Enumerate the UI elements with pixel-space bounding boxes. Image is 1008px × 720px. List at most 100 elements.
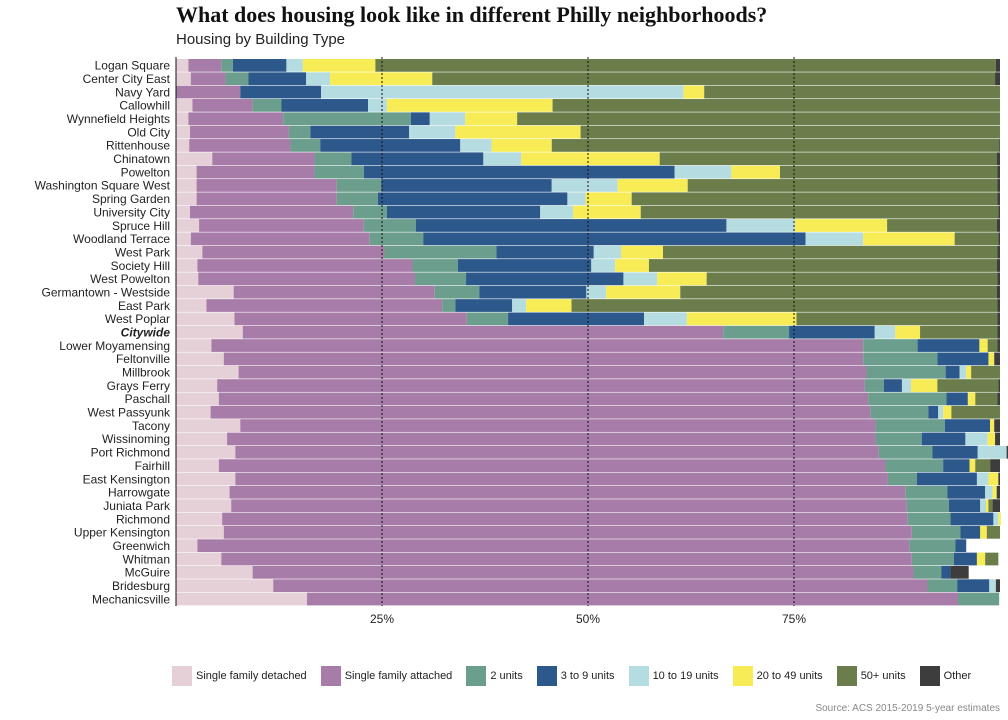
bar-tacony-2-units xyxy=(875,419,945,432)
bar-lower-moyamensing-other xyxy=(997,339,1000,352)
bar-lower-moyamensing-20-to-49-units xyxy=(979,339,988,352)
bar-spruce-hill-other xyxy=(996,219,1000,232)
bar-wynnefield-heights-10-to-19-units xyxy=(429,112,466,126)
bar-west-park-3-to-9-units xyxy=(496,245,594,259)
bar-spruce-hill-single-family-detached xyxy=(176,219,200,232)
bar-society-hill-50-units xyxy=(648,259,997,272)
legend-swatch-50-units xyxy=(836,666,857,686)
bar-chinatown-50-units xyxy=(659,152,997,166)
bar-wynnefield-heights-20-to-49-units xyxy=(465,112,518,126)
bar-germantown-westside-single-family-detached xyxy=(176,285,234,299)
bar-east-park-50-units xyxy=(571,299,998,312)
bar-university-city-20-to-49-units xyxy=(573,205,641,219)
bar-west-poplar-other xyxy=(997,312,1000,326)
bar-millbrook-50-units xyxy=(971,365,1000,379)
bar-logan-square-single-family-detached xyxy=(176,59,189,72)
bar-logan-square-3-to-9-units xyxy=(232,59,287,72)
bar-woodland-terrace-2-units xyxy=(369,232,424,246)
bar-university-city-single-family-detached xyxy=(176,205,191,219)
bar-spruce-hill-single-family-attached xyxy=(199,219,364,232)
category-label-wynnefield-heights: Wynnefield Heights xyxy=(67,112,170,126)
bar-whitman-single-family-attached xyxy=(221,552,912,566)
bar-germantown-westside-other xyxy=(996,285,1000,299)
bar-juniata-park-single-family-attached xyxy=(231,499,907,513)
bar-spruce-hill-20-to-49-units xyxy=(794,219,888,232)
bar-callowhill-2-units xyxy=(252,99,282,112)
bar-center-city-east-2-units xyxy=(225,72,249,86)
bar-harrowgate-single-family-attached xyxy=(229,485,906,499)
bar-wynnefield-heights-single-family-detached xyxy=(176,112,189,126)
bar-washington-square-west-other xyxy=(997,179,1000,192)
chart-subtitle: Housing by Building Type xyxy=(176,31,345,48)
bar-east-kensington-other xyxy=(998,472,1000,486)
bar-bridesburg-3-to-9-units xyxy=(957,579,990,593)
legend-swatch-single-family-detached xyxy=(172,666,192,686)
bar-port-richmond-single-family-attached xyxy=(235,445,879,459)
bar-harrowgate-other xyxy=(996,485,1000,499)
bar-woodland-terrace-10-to-19-units xyxy=(805,232,864,246)
bar-chinatown-other xyxy=(996,152,1000,166)
bar-juniata-park-20-to-49-units xyxy=(985,499,989,513)
category-label-juniata-park: Juniata Park xyxy=(103,499,171,513)
bar-east-kensington-20-to-49-units xyxy=(988,472,999,486)
bar-wynnefield-heights-single-family-attached xyxy=(188,112,284,126)
bar-grays-ferry-single-family-attached xyxy=(217,379,865,392)
bar-west-powelton-single-family-attached xyxy=(198,272,415,286)
bar-west-poplar-2-units xyxy=(466,312,509,326)
category-label-millbrook: Millbrook xyxy=(122,366,171,380)
bar-mcguire-single-family-attached xyxy=(252,565,914,579)
bar-west-park-2-units xyxy=(384,245,497,259)
bar-old-city-3-to-9-units xyxy=(310,125,410,139)
bar-tacony-single-family-detached xyxy=(176,419,241,432)
category-label-spring-garden: Spring Garden xyxy=(92,192,170,206)
bar-navy-yard-3-to-9-units xyxy=(240,85,322,99)
bar-mechanicsville-2-units xyxy=(957,592,1000,606)
bar-center-city-east-single-family-detached xyxy=(176,72,191,86)
bar-grays-ferry-2-units xyxy=(864,379,884,392)
bar-east-kensington-10-to-19-units xyxy=(976,472,989,486)
bar-chinatown-3-to-9-units xyxy=(351,152,484,166)
bar-old-city-single-family-detached xyxy=(176,125,191,139)
bar-powelton-10-to-19-units xyxy=(674,165,732,179)
bar-east-kensington-2-units xyxy=(887,472,917,486)
bar-rittenhouse-3-to-9-units xyxy=(320,139,461,152)
bar-chinatown-single-family-attached xyxy=(212,152,315,166)
bar-society-hill-3-to-9-units xyxy=(457,259,592,272)
legend-label-2-units: 2 units xyxy=(490,670,523,682)
source-note: Source: ACS 2015-2019 5-year estimates xyxy=(815,703,1000,714)
bar-spruce-hill-50-units xyxy=(887,219,997,232)
bar-germantown-westside-20-to-49-units xyxy=(606,285,681,299)
bar-lower-moyamensing-single-family-attached xyxy=(211,339,864,352)
bar-woodland-terrace-single-family-detached xyxy=(176,232,191,246)
category-label-whitman: Whitman xyxy=(123,552,170,566)
bar-rittenhouse-10-to-19-units xyxy=(460,139,492,152)
bar-powelton-2-units xyxy=(314,165,364,179)
bar-bridesburg-other xyxy=(995,579,1000,593)
bar-spring-garden-20-to-49-units xyxy=(585,192,632,206)
bar-west-poplar-10-to-19-units xyxy=(644,312,687,326)
legend-swatch-2-units xyxy=(466,666,487,686)
bar-millbrook-single-family-detached xyxy=(176,365,239,379)
bar-west-passyunk-3-to-9-units xyxy=(928,405,939,419)
bar-rittenhouse-2-units xyxy=(290,139,321,152)
bar-west-passyunk-20-to-49-units xyxy=(943,405,952,419)
bar-logan-square-10-to-19-units xyxy=(286,59,303,72)
category-label-citywide: Citywide xyxy=(121,326,171,340)
bar-east-park-single-family-attached xyxy=(206,299,443,312)
bar-wissinoming-2-units xyxy=(875,432,922,446)
category-label-wissinoming: Wissinoming xyxy=(102,432,170,446)
category-label-upper-kensington: Upper Kensington xyxy=(74,526,170,540)
bar-feltonville-20-to-49-units xyxy=(988,352,995,366)
bar-woodland-terrace-other xyxy=(998,232,1000,246)
bar-germantown-westside-50-units xyxy=(680,285,997,299)
bar-germantown-westside-2-units xyxy=(434,285,480,299)
bar-west-poplar-3-to-9-units xyxy=(508,312,645,326)
bar-society-hill-10-to-19-units xyxy=(591,259,616,272)
bar-university-city-3-to-9-units xyxy=(386,205,541,219)
bar-west-park-single-family-attached xyxy=(202,245,385,259)
category-label-mcguire: McGuire xyxy=(125,566,171,580)
bar-citywide-other xyxy=(997,325,1000,339)
bar-society-hill-2-units xyxy=(412,259,458,272)
bar-richmond-single-family-attached xyxy=(222,512,908,526)
